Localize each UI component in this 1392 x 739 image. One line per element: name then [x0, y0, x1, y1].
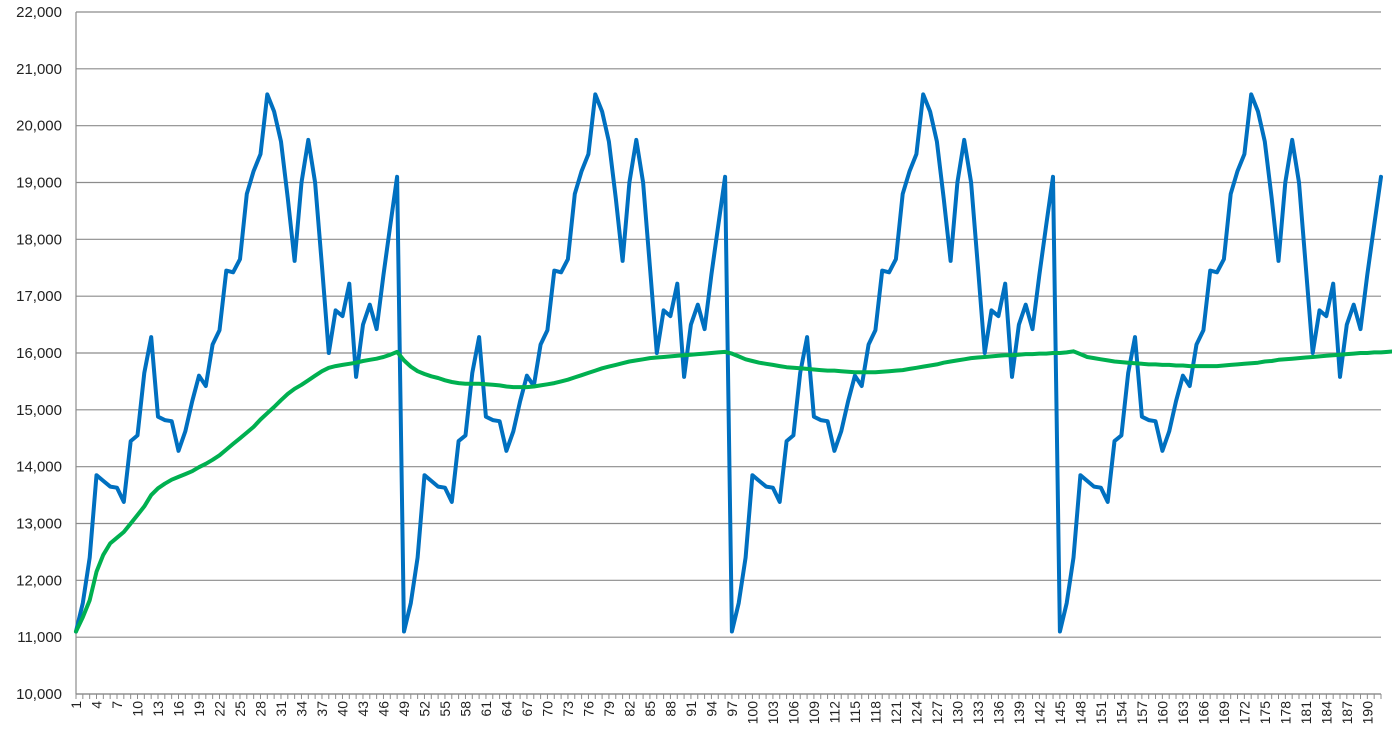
- x-tick-label: 76: [580, 701, 596, 717]
- x-tick-label: 118: [867, 701, 883, 724]
- x-tick-label: 85: [642, 701, 658, 717]
- x-tick-label: 94: [703, 701, 719, 717]
- x-tick-label: 49: [396, 701, 412, 717]
- series-line-1: [74, 92, 1383, 634]
- x-tick-label: 88: [662, 701, 678, 717]
- x-tick-label: 40: [334, 701, 350, 717]
- x-tick-label: 58: [457, 701, 473, 717]
- x-tick-label: 133: [970, 701, 986, 725]
- x-tick-label: 148: [1072, 701, 1088, 725]
- x-tick-label: 55: [437, 701, 453, 717]
- y-tick-label: 15,000: [16, 402, 62, 419]
- x-tick-label: 4: [88, 701, 104, 709]
- x-tick-label: 190: [1359, 701, 1375, 725]
- x-tick-label: 22: [211, 701, 227, 717]
- x-tick-label: 100: [744, 701, 760, 725]
- x-tick-label: 13: [150, 701, 166, 717]
- x-tick-label: 109: [806, 701, 822, 725]
- x-tick-label: 61: [478, 701, 494, 717]
- x-tick-label: 187: [1339, 701, 1355, 725]
- y-tick-label: 14,000: [16, 459, 62, 476]
- y-tick-label: 20,000: [16, 118, 62, 135]
- x-tick-label: 19: [191, 701, 207, 717]
- y-tick-label: 18,000: [16, 231, 62, 248]
- x-tick-label: 37: [314, 701, 330, 717]
- x-tick-label: 139: [1011, 701, 1027, 725]
- x-tick-label: 7: [109, 701, 125, 709]
- series-lines: [74, 92, 1392, 634]
- y-tick-label: 21,000: [16, 61, 62, 78]
- x-tick-label: 34: [293, 701, 309, 717]
- x-tick-label: 172: [1236, 701, 1252, 725]
- x-tick-label: 91: [683, 701, 699, 717]
- y-tick-label: 11,000: [17, 629, 62, 646]
- x-tick-label: 157: [1134, 701, 1150, 725]
- x-tick-label: 124: [908, 701, 924, 725]
- x-tick-label: 43: [355, 701, 371, 717]
- series-line-2: [74, 349, 1392, 634]
- x-tick-label: 103: [765, 701, 781, 725]
- y-tick-label: 19,000: [16, 175, 62, 192]
- x-tick-label: 127: [929, 701, 945, 725]
- y-tick-label: 10,000: [16, 686, 62, 703]
- x-tick-label: 169: [1216, 701, 1232, 725]
- y-tick-label: 13,000: [16, 516, 62, 533]
- x-tick-label: 160: [1154, 701, 1170, 725]
- x-tick-label: 184: [1318, 701, 1334, 725]
- x-tick-label: 31: [273, 701, 289, 717]
- x-tick-label: 121: [888, 701, 904, 725]
- x-tick-label: 175: [1257, 701, 1273, 725]
- x-tick-label: 166: [1195, 701, 1211, 725]
- x-tick-label: 64: [498, 701, 514, 717]
- x-tick-label: 70: [539, 701, 555, 717]
- x-tick-label: 130: [949, 701, 965, 725]
- x-tick-label: 10: [129, 701, 145, 717]
- x-tick-label: 136: [990, 701, 1006, 725]
- x-tick-label: 142: [1031, 701, 1047, 725]
- x-tick-label: 112: [826, 701, 842, 724]
- x-tick-label: 181: [1298, 701, 1314, 725]
- y-tick-label: 16,000: [16, 345, 62, 362]
- x-tick-label: 154: [1113, 701, 1129, 725]
- x-tick-label: 73: [560, 701, 576, 717]
- x-tick-label: 1: [68, 701, 84, 709]
- x-tick-label: 106: [785, 701, 801, 725]
- x-tick-label: 25: [232, 701, 248, 717]
- x-tick-label: 16: [170, 701, 186, 717]
- x-tick-label: 67: [519, 701, 535, 717]
- y-tick-label: 12,000: [16, 572, 62, 589]
- x-tick-label: 52: [416, 701, 432, 717]
- x-tick-label: 82: [621, 701, 637, 717]
- x-tick-label: 178: [1277, 701, 1293, 725]
- x-axis: 1 4 7 10 13 16 19 22 25 28 31 34 37 40 43 46 49 52 55 58 61 6…: [68, 694, 1382, 725]
- x-tick-label: 115: [847, 701, 863, 724]
- x-tick-label: 97: [724, 701, 740, 717]
- x-tick-label: 151: [1093, 701, 1109, 725]
- x-tick-label: 145: [1052, 701, 1068, 725]
- y-tick-label: 17,000: [16, 288, 62, 305]
- y-tick-label: 22,000: [16, 4, 62, 21]
- y-axis: 10,000 11,000 12,000 13,000 14,000 15,000 16,0…: [16, 4, 62, 703]
- x-tick-label: 46: [375, 701, 391, 717]
- x-tick-label: 163: [1175, 701, 1191, 725]
- x-tick-label: 28: [252, 701, 268, 717]
- x-tick-label: 79: [601, 701, 617, 717]
